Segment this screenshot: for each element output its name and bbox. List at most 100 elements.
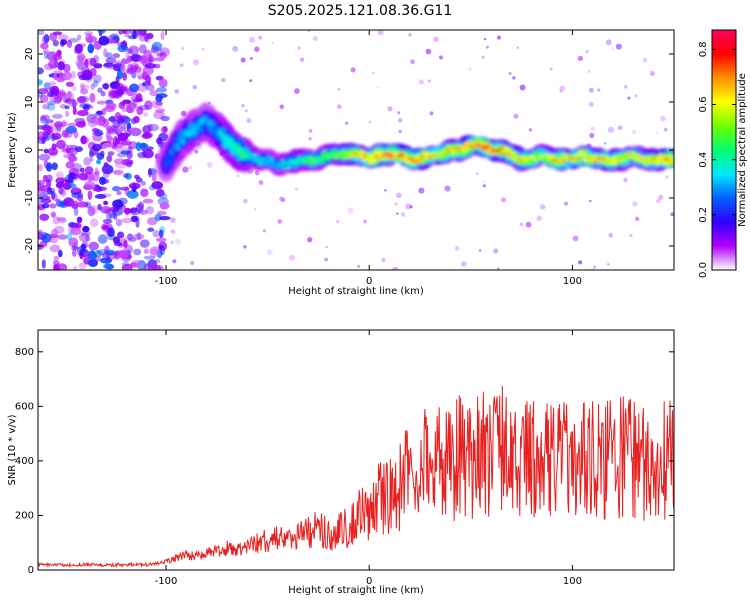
noise-blob <box>133 248 142 256</box>
noise-blob <box>38 67 44 75</box>
ridge-cell <box>195 123 200 130</box>
noise-blob <box>106 155 113 163</box>
noise-speck <box>486 45 489 49</box>
noise-blob <box>79 172 89 181</box>
ridge-cell <box>203 115 208 122</box>
noise-blob <box>102 83 109 90</box>
ridge-cell <box>496 149 501 153</box>
ridge-cell <box>437 154 441 158</box>
noise-blob <box>47 103 56 111</box>
y-tick-label: 200 <box>15 510 34 521</box>
noise-speck <box>589 132 595 138</box>
noise-blob <box>120 140 132 146</box>
noise-speck <box>266 249 273 256</box>
noise-speck <box>670 212 674 217</box>
y-tick-label: 600 <box>15 401 34 412</box>
noise-speck <box>297 46 301 50</box>
noise-blob <box>111 56 117 61</box>
noise-blob <box>43 63 55 71</box>
noise-blob <box>96 186 107 192</box>
noise-blob <box>47 91 54 98</box>
noise-speck <box>307 30 310 33</box>
ridge-cell <box>434 151 439 155</box>
noise-speck <box>312 35 318 42</box>
noise-blob <box>158 229 164 239</box>
noise-blob <box>55 171 64 180</box>
noise-blob <box>94 194 107 199</box>
noise-speck <box>482 184 486 188</box>
noise-blob <box>68 100 78 107</box>
noise-blob <box>96 100 107 105</box>
noise-blob <box>98 35 110 46</box>
noise-blob <box>100 257 113 264</box>
noise-blob <box>80 243 87 250</box>
ridge-cell <box>457 148 461 152</box>
ridge-cell <box>454 146 459 150</box>
ridge-cell <box>420 154 424 159</box>
noise-blob <box>127 233 134 241</box>
noise-blob <box>79 103 92 109</box>
noise-blob <box>57 61 66 71</box>
spectrogram-ridge <box>155 102 674 182</box>
noise-blob <box>38 180 45 186</box>
noise-blob <box>108 212 116 219</box>
noise-blob <box>71 204 79 209</box>
noise-speck <box>623 177 628 183</box>
noise-blob <box>38 125 47 130</box>
noise-blob <box>63 197 75 207</box>
noise-blob <box>109 33 120 41</box>
noise-blob <box>103 162 109 167</box>
noise-blob <box>51 192 58 202</box>
colorbar-frame <box>711 29 737 271</box>
noise-blob <box>103 82 110 91</box>
noise-blob <box>65 161 75 169</box>
noise-blob <box>52 31 63 36</box>
noise-blob <box>92 74 102 83</box>
noise-speck <box>170 240 174 244</box>
noise-blob <box>144 63 157 69</box>
noise-speck <box>345 121 349 125</box>
ridge-cell <box>386 151 390 156</box>
noise-blob <box>53 264 60 270</box>
noise-blob <box>96 152 105 160</box>
ridge-cell <box>588 156 592 160</box>
colorbar-tick-label: 0.2 <box>698 207 709 223</box>
colorbar-ticks: 0.0 0.2 0.4 0.6 0.8 <box>698 41 736 278</box>
noise-speck <box>277 219 283 224</box>
noise-speck <box>623 85 628 89</box>
noise-blob <box>79 248 88 254</box>
noise-speck <box>206 162 213 168</box>
noise-speck <box>307 237 313 243</box>
noise-blob <box>126 106 133 114</box>
noise-speck <box>289 254 296 261</box>
ridge-cell <box>283 161 288 165</box>
noise-speck <box>615 43 622 50</box>
ridge-cell <box>164 161 168 168</box>
noise-blob <box>55 198 61 204</box>
ridge-cell <box>556 158 561 162</box>
noise-blob <box>89 250 96 260</box>
ridge-cell <box>260 157 265 161</box>
ridge-cell <box>289 159 294 163</box>
noise-blob <box>87 43 95 54</box>
snr-frame <box>37 329 675 571</box>
ridge-cell <box>258 160 262 164</box>
ridge-cell <box>397 154 402 158</box>
ridge-cell <box>255 157 259 162</box>
ridge-cell <box>246 151 251 155</box>
noise-speck <box>438 55 444 60</box>
noise-speck <box>363 219 367 224</box>
noise-speck <box>279 104 285 110</box>
noise-speck <box>396 212 399 215</box>
noise-speck <box>279 196 285 202</box>
noise-speck <box>481 55 485 60</box>
ridge-cell <box>664 157 669 162</box>
ridge-cell <box>622 157 626 161</box>
noise-blob <box>138 104 150 111</box>
ridge-cell <box>189 130 194 137</box>
noise-blob <box>89 57 97 66</box>
noise-speck <box>497 267 500 270</box>
noise-blob <box>96 159 102 165</box>
noise-speck <box>193 59 200 66</box>
ridge-cell <box>326 155 331 160</box>
